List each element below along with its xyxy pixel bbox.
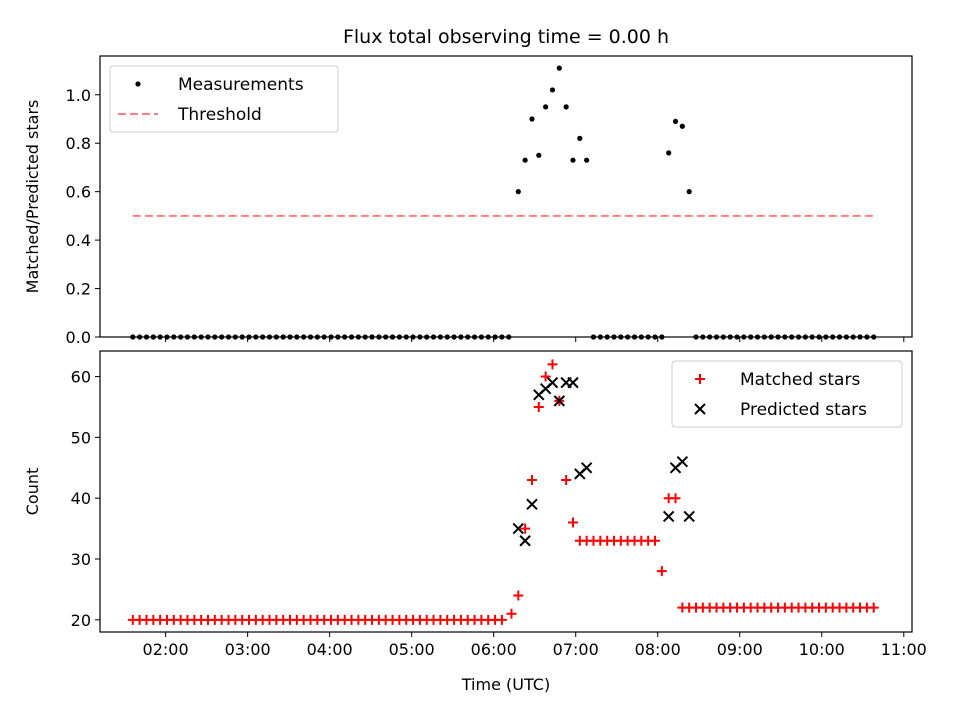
measurement-point bbox=[570, 157, 576, 163]
matched-star-point bbox=[868, 602, 879, 613]
y-tick-label: 0.6 bbox=[66, 183, 91, 202]
matched-star-point bbox=[533, 401, 544, 412]
measurement-point bbox=[679, 123, 685, 129]
legend-box bbox=[109, 65, 339, 133]
legend: Measurements Threshold bbox=[109, 65, 339, 133]
measurement-point bbox=[666, 150, 672, 156]
predicted-star-point bbox=[512, 522, 525, 535]
y-tick-label: 0.2 bbox=[66, 280, 91, 299]
x-tick-label: 04:00 bbox=[307, 640, 353, 659]
x-tick-label: 11:00 bbox=[881, 640, 927, 659]
matched-star-point bbox=[670, 493, 681, 504]
x-tick-label: 07:00 bbox=[553, 640, 599, 659]
legend-box bbox=[671, 360, 903, 428]
measurement-point bbox=[577, 135, 583, 141]
measurement-point bbox=[686, 189, 692, 195]
matched-star-point bbox=[567, 517, 578, 528]
predicted-star-point bbox=[683, 510, 695, 523]
x-tick-label: 08:00 bbox=[635, 640, 681, 659]
predicted-star-point bbox=[676, 455, 689, 468]
plot-frame bbox=[99, 350, 913, 633]
legend: Matched stars Predicted stars bbox=[671, 360, 903, 428]
matched-star-point bbox=[526, 474, 537, 485]
measurement-point bbox=[529, 116, 535, 122]
plot-frame bbox=[99, 55, 913, 338]
x-tick-label: 09:00 bbox=[717, 640, 763, 659]
y-tick-label: 60 bbox=[71, 368, 91, 387]
measurement-point bbox=[563, 104, 569, 110]
predicted-star-point bbox=[662, 510, 675, 523]
count-plot: 02:00 03:00 04:00 05:00 06:00 07:00 08:00 09:00… bbox=[23, 350, 927, 694]
chart-title: Flux total observing time = 0.00 h bbox=[343, 26, 669, 48]
x-tick-label: 03:00 bbox=[225, 640, 271, 659]
legend-label: Measurements bbox=[178, 75, 304, 95]
measurement-point bbox=[549, 87, 556, 93]
y-tick-label: 30 bbox=[71, 550, 91, 569]
legend-marker bbox=[694, 403, 706, 415]
predicted-star-point bbox=[546, 376, 559, 389]
measurement-point bbox=[672, 118, 679, 125]
x-tick-label: 02:00 bbox=[143, 640, 189, 659]
x-tick-label: 05:00 bbox=[389, 640, 435, 659]
predicted-star-point bbox=[519, 535, 531, 547]
y-tick-label: 1.0 bbox=[66, 86, 91, 105]
legend-marker bbox=[135, 81, 141, 87]
measurement-point bbox=[515, 189, 521, 195]
predicted-star-point bbox=[526, 498, 538, 510]
matched-star-point bbox=[513, 590, 524, 601]
predicted-star-point bbox=[567, 376, 579, 389]
legend-label: Matched stars bbox=[740, 370, 860, 390]
measurement-point bbox=[522, 157, 528, 163]
matched-star-point bbox=[520, 523, 531, 534]
y-tick-label: 0.0 bbox=[66, 328, 91, 347]
measurement-point bbox=[584, 157, 590, 163]
matched-star-point bbox=[650, 535, 661, 546]
matched-star-point bbox=[561, 474, 572, 485]
legend-label: Threshold bbox=[177, 105, 262, 125]
y-tick-label: 40 bbox=[71, 489, 91, 508]
ratio-plot: 0.0 0.2 0.4 0.6 0.8 1.0 Matched/Predicted star… bbox=[23, 55, 913, 347]
matched-star-point bbox=[506, 608, 517, 619]
x-tick-label: 10:00 bbox=[799, 640, 845, 659]
measurement-point bbox=[536, 152, 542, 158]
measurement-point bbox=[543, 104, 549, 110]
series-group bbox=[127, 359, 879, 625]
matched-star-point bbox=[656, 566, 667, 577]
matched-star-point bbox=[540, 371, 551, 382]
measurement-point bbox=[556, 65, 562, 71]
predicted-star-point bbox=[580, 462, 593, 474]
predicted-star-point bbox=[553, 395, 566, 407]
y-tick-label: 50 bbox=[71, 428, 91, 447]
y-tick-label: 20 bbox=[71, 611, 91, 630]
y-tick-label: 0.4 bbox=[66, 231, 91, 250]
x-axis-label: Time (UTC) bbox=[461, 675, 550, 694]
x-tick-label: 06:00 bbox=[471, 640, 517, 659]
legend-label: Predicted stars bbox=[740, 400, 867, 420]
matched-star-point bbox=[547, 359, 558, 370]
matched-star-point bbox=[496, 614, 507, 625]
y-axis-label: Count bbox=[23, 468, 42, 516]
y-axis-label: Matched/Predicted stars bbox=[23, 100, 42, 294]
y-tick-label: 0.8 bbox=[66, 134, 91, 153]
legend-marker bbox=[695, 374, 705, 384]
